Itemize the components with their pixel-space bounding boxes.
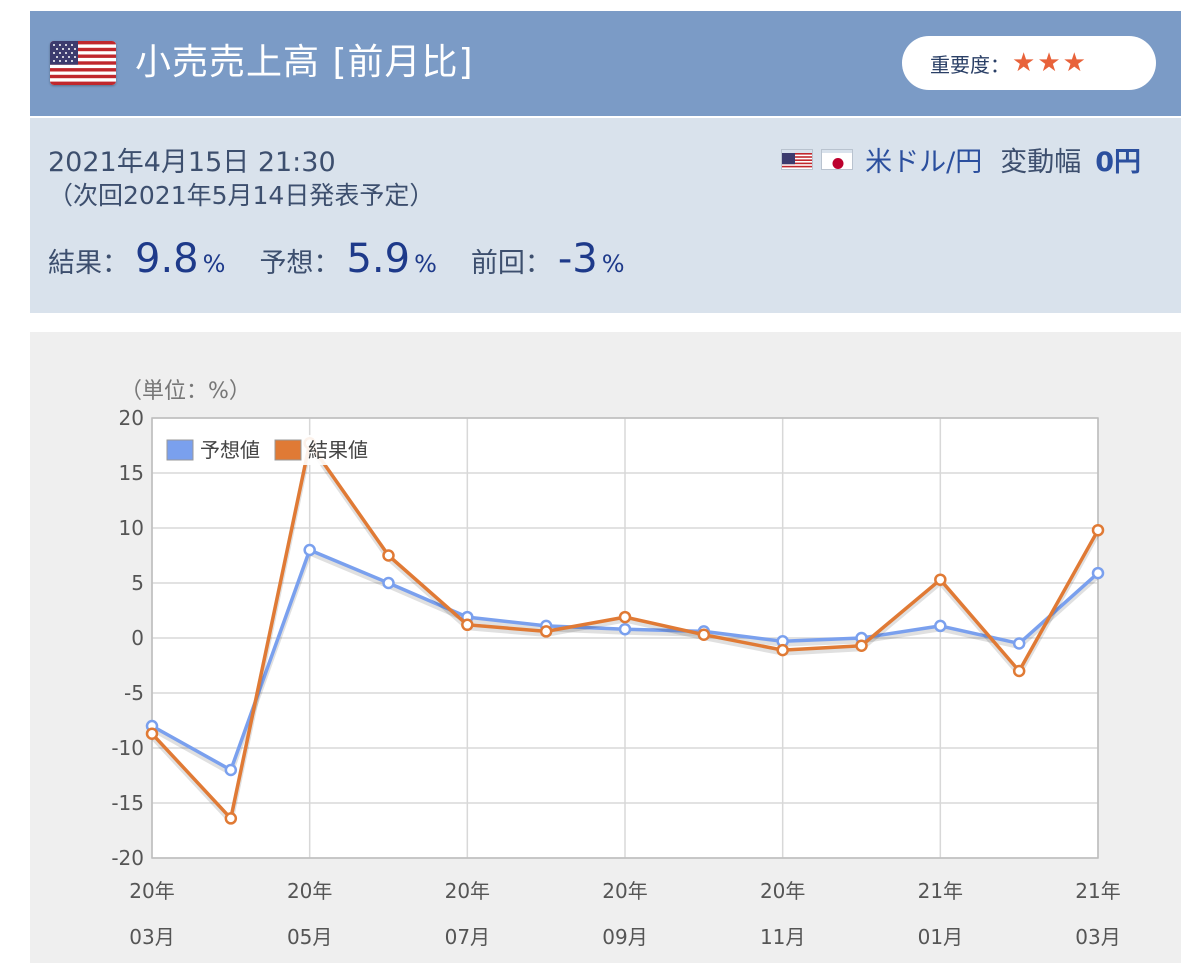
importance-label: 重要度： xyxy=(930,52,1010,77)
previous-value: -3 xyxy=(557,236,598,282)
y-tick-label: -10 xyxy=(111,736,144,760)
y-tick-label: 0 xyxy=(131,626,144,650)
star-icon: ★ xyxy=(1062,48,1086,78)
x-tick-month: 11月 xyxy=(760,925,805,949)
legend-label: 予想値 xyxy=(200,438,260,462)
next-release: （次回2021年5月14日発表予定） xyxy=(48,181,435,210)
y-tick-label: -5 xyxy=(124,681,144,705)
plot-border xyxy=(151,417,1099,859)
range-value: 0円 xyxy=(1095,147,1141,178)
range-label: 変動幅 xyxy=(1000,147,1082,178)
data-point xyxy=(224,763,238,777)
legend-label: 結果値 xyxy=(308,438,368,462)
data-point xyxy=(1091,523,1105,537)
x-tick-year: 21年 xyxy=(918,879,963,903)
data-point xyxy=(1012,637,1026,650)
data-point xyxy=(1012,664,1026,678)
data-point xyxy=(224,812,238,825)
data-point xyxy=(461,618,474,632)
data-point xyxy=(303,543,316,557)
x-tick-year: 20年 xyxy=(602,879,647,903)
x-tick-month: 01月 xyxy=(918,925,963,949)
data-point xyxy=(855,639,868,652)
release-datetime: 2021年4月15日 21:30 xyxy=(48,147,336,178)
us-flag-icon xyxy=(50,41,116,85)
data-point xyxy=(934,619,947,633)
data-point xyxy=(1091,566,1105,580)
x-tick-month: 03月 xyxy=(129,925,174,949)
importance-badge: 重要度： ★★★ xyxy=(902,36,1156,90)
data-point xyxy=(382,576,395,590)
legend-swatch xyxy=(166,439,194,461)
data-point xyxy=(618,610,632,624)
x-tick-year: 21年 xyxy=(1075,879,1120,903)
previous-unit: % xyxy=(601,250,625,278)
legend-swatch xyxy=(274,439,302,461)
forecast-unit: % xyxy=(414,250,437,278)
data-point xyxy=(145,727,159,740)
star-icon: ★ xyxy=(1037,48,1061,78)
y-tick-label: 5 xyxy=(131,571,144,595)
x-tick-year: 20年 xyxy=(287,879,332,903)
y-tick-label: 15 xyxy=(119,461,144,485)
result-label: 結果： xyxy=(48,248,129,279)
data-point xyxy=(618,622,632,636)
data-point xyxy=(934,573,947,586)
importance-stars: ★★★ xyxy=(1010,50,1086,76)
x-tick-month: 05月 xyxy=(287,925,332,949)
data-point xyxy=(776,643,789,657)
x-tick-year: 20年 xyxy=(760,879,805,903)
star-icon: ★ xyxy=(1012,48,1036,78)
line-chart: 20 15 10 5 0 -5 -10 -15 -20 20年 03月 20年 05月 20年 07月 20年… xyxy=(111,379,1120,949)
x-tick-month: 09月 xyxy=(602,925,647,949)
us-flag-icon xyxy=(781,149,814,170)
previous-label: 前回： xyxy=(470,248,552,279)
result-value: 9.8 xyxy=(135,236,199,282)
jp-flag-icon xyxy=(821,149,854,170)
x-tick-month: 07月 xyxy=(445,925,490,949)
currency-pair: 米ドル/円 変動幅 0円 xyxy=(781,140,1141,179)
y-tick-label: -20 xyxy=(111,846,144,870)
page-title: 小売売上高 [前月比] xyxy=(135,42,474,83)
chart-panel: 20 15 10 5 0 -5 -10 -15 -20 20年 03月 20年 05月 20年 07月 20年… xyxy=(30,332,1181,963)
forecast-label: 予想： xyxy=(259,248,341,279)
data-point xyxy=(382,549,395,562)
data-point xyxy=(697,628,711,641)
forecast-value: 5.9 xyxy=(346,236,411,282)
y-tick-label: -15 xyxy=(111,791,144,815)
x-tick-month: 03月 xyxy=(1075,925,1120,949)
currency-pair-link[interactable]: 米ドル/円 xyxy=(865,147,983,178)
x-tick-year: 20年 xyxy=(445,879,490,903)
unit-label: （単位：%） xyxy=(120,379,251,404)
data-point xyxy=(539,625,553,638)
release-info-panel: 2021年4月15日 21:30 （次回2021年5月14日発表予定） 米ドル/… xyxy=(30,118,1181,313)
header-bar: 小売売上高 [前月比] 重要度： ★★★ xyxy=(30,11,1181,116)
y-tick-label: 10 xyxy=(119,516,144,540)
stats-row: 結果： 9.8 % 予想： 5.9 % 前回： -3 % xyxy=(48,236,659,282)
x-tick-year: 20年 xyxy=(129,879,174,903)
y-tick-label: 20 xyxy=(119,406,144,430)
result-unit: % xyxy=(202,250,226,278)
